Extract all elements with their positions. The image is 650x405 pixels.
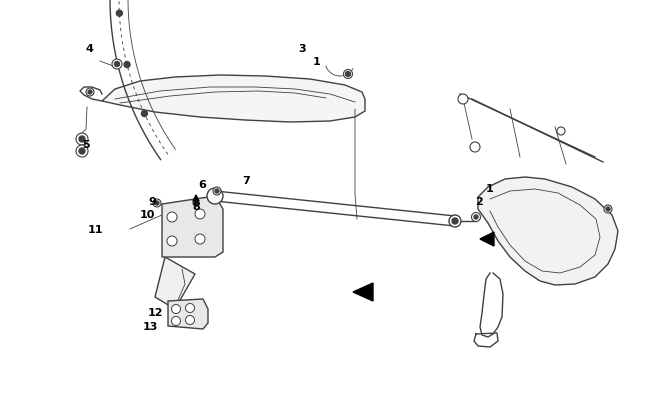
Text: 5: 5 — [82, 140, 90, 149]
Circle shape — [155, 202, 159, 205]
Circle shape — [114, 62, 120, 67]
Text: 12: 12 — [148, 307, 164, 317]
Text: 3: 3 — [298, 44, 305, 54]
Polygon shape — [480, 232, 494, 246]
Circle shape — [167, 237, 177, 246]
Text: 13: 13 — [143, 321, 159, 331]
Circle shape — [88, 91, 92, 95]
Polygon shape — [162, 196, 223, 257]
Circle shape — [172, 305, 181, 314]
Circle shape — [458, 95, 468, 105]
Circle shape — [449, 215, 461, 228]
Polygon shape — [193, 196, 199, 202]
Polygon shape — [102, 76, 365, 123]
Circle shape — [606, 207, 610, 211]
Text: 9: 9 — [148, 196, 156, 207]
Text: 11: 11 — [88, 224, 103, 234]
Circle shape — [76, 146, 88, 158]
Circle shape — [86, 89, 94, 97]
Text: 1: 1 — [486, 183, 494, 194]
Circle shape — [213, 188, 221, 196]
Circle shape — [193, 200, 199, 207]
Text: 4: 4 — [85, 44, 93, 54]
Circle shape — [116, 11, 122, 17]
Circle shape — [471, 213, 480, 222]
Text: 10: 10 — [140, 209, 155, 220]
Circle shape — [215, 190, 219, 194]
Circle shape — [452, 218, 458, 224]
Circle shape — [604, 205, 612, 213]
Text: 8: 8 — [192, 202, 200, 211]
Circle shape — [207, 189, 223, 205]
Polygon shape — [478, 177, 618, 285]
Circle shape — [185, 316, 194, 325]
Circle shape — [195, 234, 205, 244]
Circle shape — [474, 215, 478, 220]
Circle shape — [76, 134, 88, 146]
Circle shape — [343, 70, 352, 79]
Circle shape — [346, 72, 350, 77]
Text: 2: 2 — [475, 196, 483, 207]
Circle shape — [112, 60, 122, 70]
Text: 7: 7 — [242, 175, 250, 185]
Circle shape — [195, 209, 205, 220]
Circle shape — [167, 213, 177, 222]
Polygon shape — [168, 299, 208, 329]
Circle shape — [124, 62, 130, 68]
Circle shape — [79, 149, 85, 155]
Circle shape — [142, 111, 148, 117]
Circle shape — [153, 200, 161, 207]
Polygon shape — [353, 284, 373, 301]
Circle shape — [185, 304, 194, 313]
Text: 1: 1 — [313, 57, 320, 67]
Circle shape — [470, 143, 480, 153]
Text: 6: 6 — [198, 179, 206, 190]
Circle shape — [79, 136, 85, 143]
Polygon shape — [155, 257, 195, 309]
Circle shape — [557, 128, 565, 136]
Circle shape — [172, 317, 181, 326]
